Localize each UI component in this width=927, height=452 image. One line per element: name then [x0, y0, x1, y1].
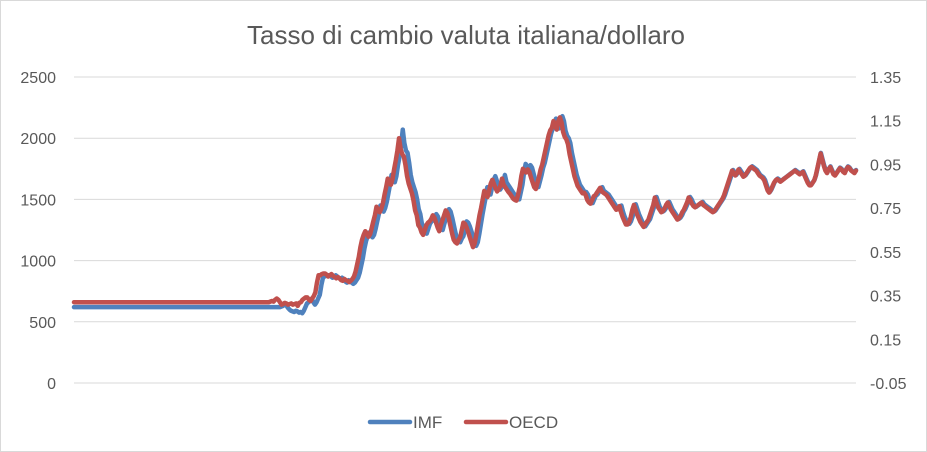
- left-tick-label: 500: [29, 315, 56, 332]
- left-tick-label: 2500: [20, 70, 56, 87]
- left-axis-tick-labels: 0 500 1000 1500 2000 2500: [20, 70, 56, 393]
- legend: IMF OECD: [367, 413, 558, 432]
- right-tick-label: -0.05: [870, 376, 907, 393]
- legend-label-imf: IMF: [413, 413, 442, 432]
- series-line-oecd: [71, 115, 859, 309]
- left-tick-label: 2000: [20, 131, 56, 148]
- right-tick-label: 0.95: [870, 157, 901, 174]
- right-tick-label: 1.35: [870, 70, 901, 87]
- right-tick-label: 0.55: [870, 245, 901, 262]
- right-tick-label: 0.75: [870, 201, 901, 218]
- series-lines: [71, 113, 859, 316]
- chart-title: Tasso di cambio valuta italiana/dollaro: [247, 20, 685, 50]
- gridlines: [74, 76, 856, 384]
- right-tick-label: 1.15: [870, 114, 901, 131]
- left-tick-label: 0: [47, 376, 56, 393]
- right-axis-tick-labels: -0.05 0.15 0.35 0.55 0.75 0.95 1.15 1.35: [870, 70, 907, 393]
- left-tick-label: 1500: [20, 192, 56, 209]
- left-tick-label: 1000: [20, 254, 56, 271]
- right-tick-label: 0.35: [870, 289, 901, 306]
- legend-label-oecd: OECD: [509, 413, 558, 432]
- right-tick-label: 0.15: [870, 332, 901, 349]
